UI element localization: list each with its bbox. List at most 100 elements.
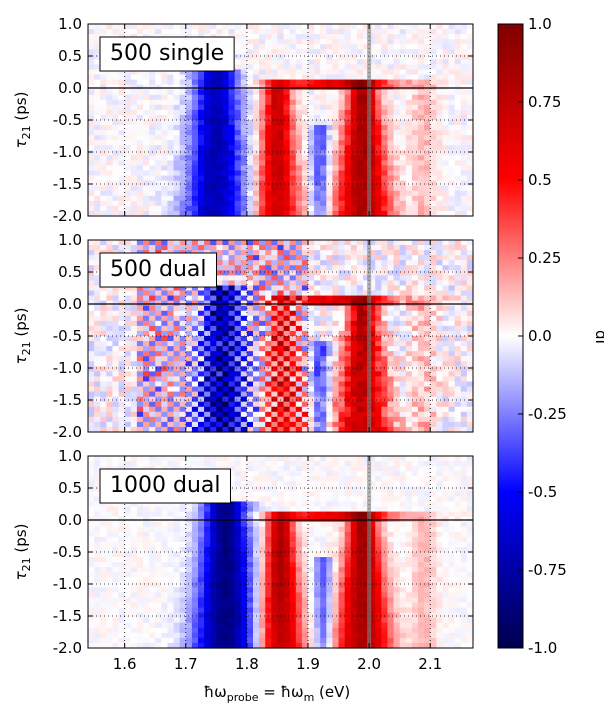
heatmap-cell xyxy=(216,275,224,282)
heatmap-cell xyxy=(289,104,297,111)
heatmap-cell xyxy=(173,320,181,327)
heatmap-cell xyxy=(320,371,327,378)
heatmap-cell xyxy=(363,150,370,156)
heatmap-cell xyxy=(161,114,169,121)
heatmap-cell xyxy=(259,120,266,126)
heatmap-cell xyxy=(460,386,468,393)
heatmap-cell xyxy=(277,386,285,393)
heatmap-cell xyxy=(466,150,474,156)
heatmap-cell xyxy=(466,406,474,413)
heatmap-cell xyxy=(161,391,169,398)
heatmap-cell xyxy=(277,79,285,86)
heatmap-cell xyxy=(308,150,315,156)
heatmap-cell xyxy=(100,416,107,423)
heatmap-cell xyxy=(460,125,468,131)
heatmap-cell xyxy=(88,140,95,146)
heatmap-cell xyxy=(405,421,413,428)
heatmap-cell xyxy=(350,371,358,378)
heatmap-cell xyxy=(271,265,279,271)
heatmap-cell xyxy=(393,104,401,111)
heatmap-cell xyxy=(100,396,107,403)
heatmap-cell xyxy=(375,200,382,207)
heatmap-cell xyxy=(338,336,346,342)
heatmap-cell xyxy=(308,109,315,116)
heatmap-cell xyxy=(216,24,224,30)
heatmap-cell xyxy=(454,120,462,126)
heatmap-cell xyxy=(460,320,468,327)
heatmap-cell xyxy=(94,54,101,60)
heatmap-cell xyxy=(430,406,437,413)
heatmap-cell xyxy=(326,426,334,433)
heatmap-cell xyxy=(381,366,389,372)
heatmap-cell xyxy=(246,54,254,60)
heatmap-cell xyxy=(112,376,120,383)
heatmap-cell xyxy=(454,180,462,187)
heatmap-cell xyxy=(100,175,107,182)
heatmap-cell xyxy=(88,210,95,217)
heatmap-cell xyxy=(369,99,376,106)
heatmap-cell xyxy=(466,260,474,266)
heatmap-cell xyxy=(228,210,236,217)
heatmap-cell xyxy=(436,39,444,45)
heatmap-cell xyxy=(295,104,303,111)
heatmap-cell xyxy=(436,160,444,167)
heatmap-cell xyxy=(259,330,266,337)
heatmap-cell xyxy=(100,346,107,352)
heatmap-cell xyxy=(253,346,260,352)
heatmap-cell xyxy=(259,366,266,372)
heatmap-cell xyxy=(369,190,376,197)
heatmap-cell xyxy=(222,170,230,177)
heatmap-cell xyxy=(130,396,138,403)
heatmap-cell xyxy=(130,190,138,197)
heatmap-cell xyxy=(320,79,327,86)
heatmap-cell xyxy=(393,59,401,66)
heatmap-cell xyxy=(350,94,358,101)
heatmap-cell xyxy=(216,210,224,217)
heatmap-cell xyxy=(369,421,376,428)
heatmap-cell xyxy=(430,280,437,287)
heatmap-cell xyxy=(466,270,474,276)
heatmap-cell xyxy=(216,155,224,162)
heatmap-cell xyxy=(277,330,285,337)
heatmap-cell xyxy=(454,89,462,96)
heatmap-cell xyxy=(100,461,107,467)
heatmap-cell xyxy=(124,346,132,352)
heatmap-cell xyxy=(344,456,352,462)
heatmap-cell xyxy=(210,130,217,136)
heatmap-cell xyxy=(112,295,120,302)
heatmap-cell xyxy=(246,89,254,96)
heatmap-cell xyxy=(246,195,254,202)
heatmap-cell xyxy=(246,99,254,106)
heatmap-cell xyxy=(222,114,230,121)
heatmap-cell xyxy=(436,104,444,111)
heatmap-cell xyxy=(405,341,413,347)
heatmap-cell xyxy=(436,265,444,271)
heatmap-cell xyxy=(301,346,309,352)
heatmap-cell xyxy=(326,54,334,60)
heatmap-cell xyxy=(338,361,346,367)
heatmap-cell xyxy=(399,180,407,187)
heatmap-cell xyxy=(191,381,199,388)
heatmap-cell xyxy=(363,114,370,121)
heatmap-cell xyxy=(161,125,169,131)
heatmap-cell xyxy=(442,94,450,101)
heatmap-cell xyxy=(338,79,346,86)
heatmap-cell xyxy=(381,416,389,423)
heatmap-cell xyxy=(246,336,254,342)
heatmap-cell xyxy=(387,125,395,131)
heatmap-cell xyxy=(424,371,431,378)
heatmap-cell xyxy=(460,140,468,146)
heatmap-cell xyxy=(271,270,279,276)
heatmap-cell xyxy=(289,336,297,342)
heatmap-cell xyxy=(295,351,303,357)
heatmap-cell xyxy=(363,275,370,282)
heatmap-cell xyxy=(430,89,437,96)
heatmap-cell xyxy=(332,125,340,131)
heatmap-cell xyxy=(466,330,474,337)
heatmap-cell xyxy=(466,120,474,126)
heatmap-cell xyxy=(136,175,144,182)
heatmap-cell xyxy=(136,426,144,433)
heatmap-cell xyxy=(466,381,474,388)
heatmap-cell xyxy=(167,396,175,403)
heatmap-cell xyxy=(179,130,187,136)
